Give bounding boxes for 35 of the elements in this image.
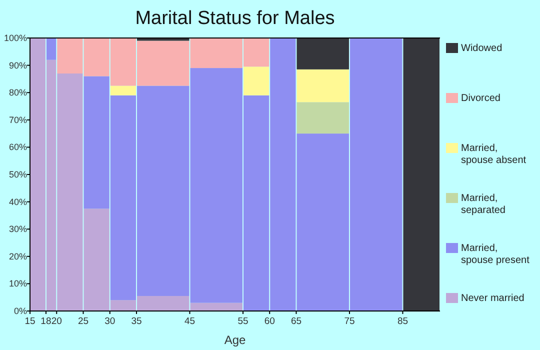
x-tick-label: 60 [264, 316, 275, 327]
y-tick-label: 40% [8, 196, 27, 207]
x-tick-label: 18 [40, 316, 52, 327]
bar [110, 86, 136, 96]
bar [243, 66, 270, 96]
x-axis-title: Age [224, 333, 246, 347]
y-tick-label: 100% [4, 33, 27, 43]
x-tick-label: 30 [104, 316, 116, 327]
y-tick-label: 60% [8, 142, 27, 152]
y-tick-label: 20% [8, 251, 27, 262]
legend-label: Divorced [461, 93, 500, 104]
x-tick-label: 20 [51, 316, 62, 327]
y-tick-label: 80% [8, 88, 27, 98]
y-tick-label: 90% [8, 60, 27, 70]
x-tick-label: 45 [184, 316, 196, 327]
y-tick-label: 0% [14, 306, 27, 316]
x-tick-label: 75 [344, 316, 355, 327]
x-tick-label: 55 [238, 316, 248, 327]
chart-title: Marital Status for Males [135, 8, 335, 29]
y-tick-label: 50% [8, 170, 27, 180]
legend-label: Married, spouse present [461, 243, 530, 266]
x-tick-label: 35 [131, 316, 142, 327]
x-tick-label: 25 [78, 316, 89, 327]
legend-label: Married, spouse absent [461, 143, 526, 166]
x-tick-label: 85 [397, 316, 408, 327]
bar [296, 38, 349, 70]
legend-label: Married, separated [461, 193, 506, 216]
x-tick-label: 65 [290, 316, 302, 327]
legend-label: Never married [461, 293, 524, 304]
y-tick-label: 30% [8, 224, 27, 234]
y-tick-label: 70% [8, 114, 27, 125]
y-tick-label: 10% [8, 278, 27, 289]
legend-label: Widowed [461, 43, 502, 54]
x-tick-label: 15 [24, 316, 36, 327]
bar [296, 102, 349, 134]
